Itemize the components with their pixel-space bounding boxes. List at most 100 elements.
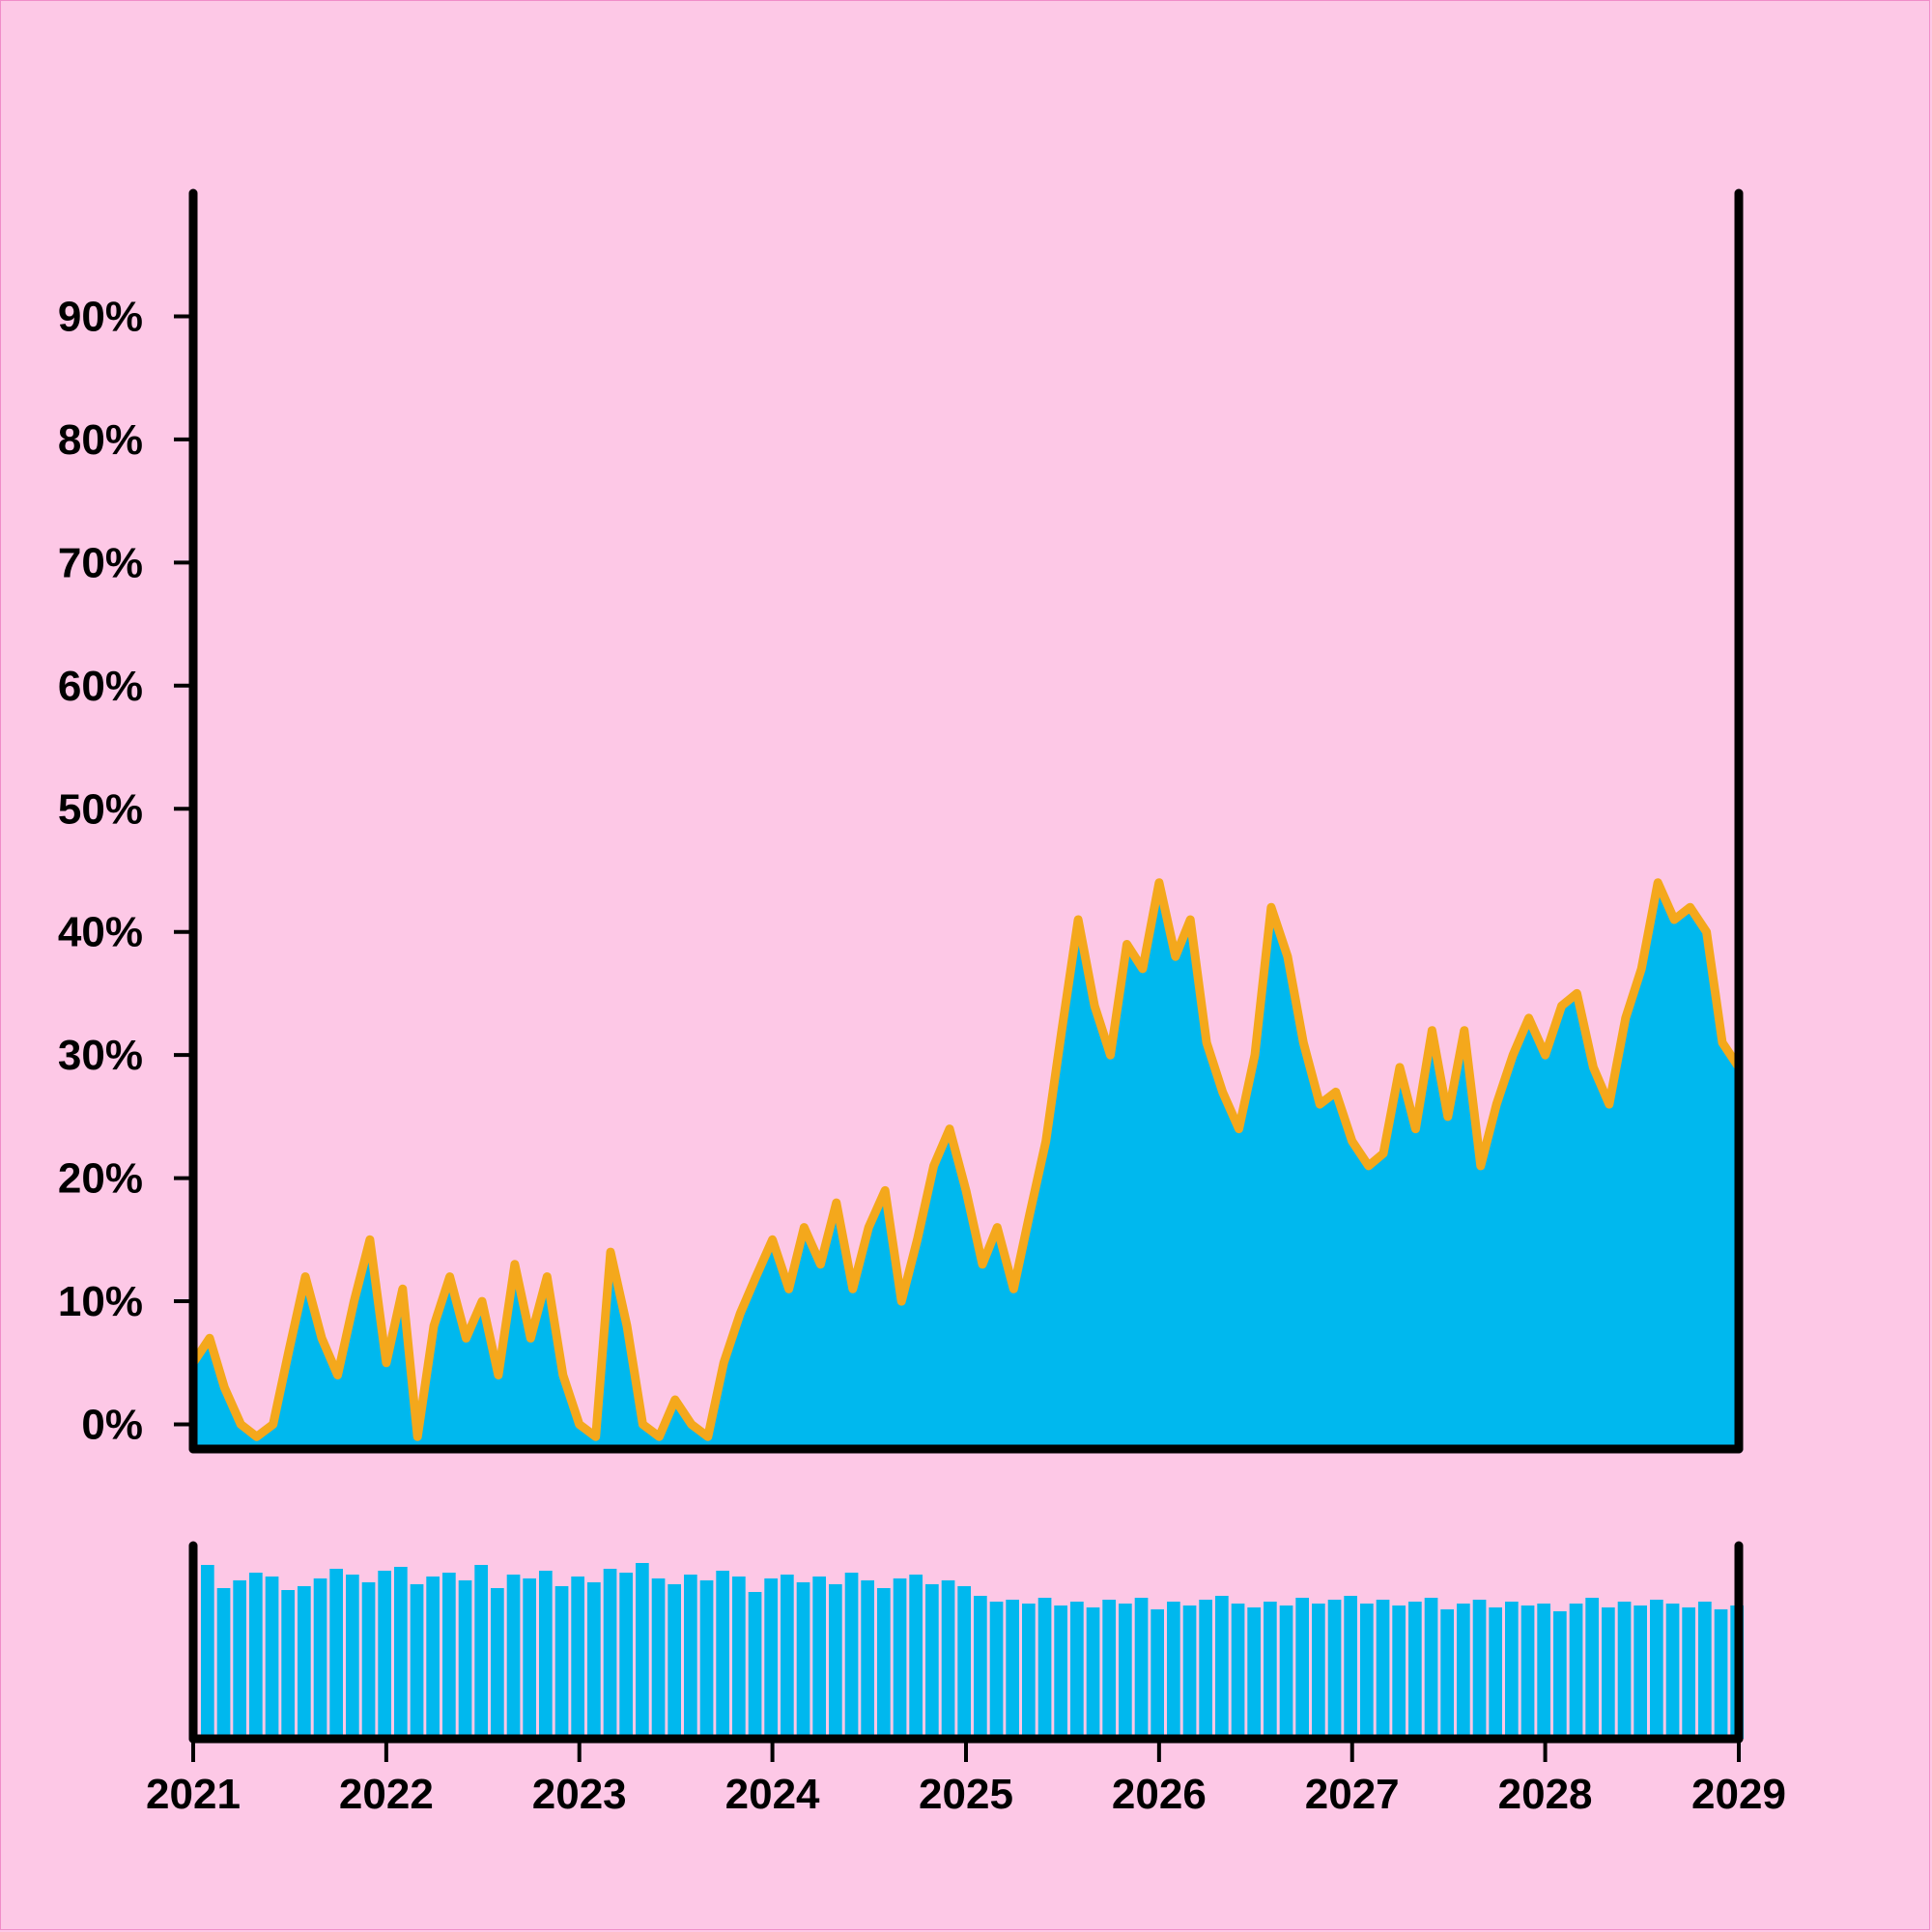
volume-bar bbox=[764, 1578, 778, 1739]
volume-bar bbox=[603, 1569, 617, 1739]
volume-bar bbox=[361, 1582, 376, 1739]
x-tick-label: 2028 bbox=[1498, 1771, 1593, 1818]
volume-bar bbox=[394, 1567, 408, 1739]
volume-bar bbox=[265, 1577, 279, 1739]
band-line bbox=[189, 878, 1743, 1441]
volume-bar bbox=[313, 1578, 327, 1739]
volume-bar bbox=[474, 1565, 488, 1739]
volume-bar bbox=[1215, 1596, 1229, 1739]
volume-bar bbox=[506, 1575, 521, 1739]
volume-bar bbox=[1134, 1598, 1149, 1739]
volume-bar bbox=[925, 1584, 939, 1739]
volume-bar bbox=[893, 1578, 907, 1739]
volume-bar bbox=[426, 1577, 440, 1739]
volume-bar bbox=[844, 1573, 859, 1739]
volume-bar bbox=[329, 1569, 343, 1739]
volume-bar bbox=[1167, 1602, 1180, 1739]
volume-plot bbox=[201, 1563, 1744, 1739]
volume-bar bbox=[458, 1580, 472, 1739]
volume-bar bbox=[1634, 1605, 1647, 1739]
volume-bar bbox=[909, 1575, 923, 1739]
volume-bar bbox=[233, 1580, 246, 1739]
volume-bar bbox=[1295, 1598, 1309, 1739]
volume-bar bbox=[716, 1571, 729, 1739]
volume-bar bbox=[1585, 1598, 1599, 1739]
volume-bar bbox=[1279, 1605, 1293, 1739]
volume-bar bbox=[1022, 1604, 1036, 1739]
y-tick-label: 90% bbox=[58, 293, 143, 340]
volume-bar bbox=[619, 1573, 633, 1739]
y-tick-label: 70% bbox=[58, 539, 143, 586]
volume-bar bbox=[1006, 1600, 1019, 1739]
volume-bar bbox=[1408, 1602, 1422, 1739]
volume-bar bbox=[1086, 1607, 1100, 1739]
x-tick-label: 2027 bbox=[1305, 1771, 1400, 1818]
volume-bar bbox=[1698, 1602, 1712, 1739]
y-tick-label: 50% bbox=[58, 785, 143, 833]
volume-bar bbox=[1376, 1600, 1390, 1739]
x-tick-label: 2024 bbox=[725, 1771, 820, 1818]
volume-bar bbox=[1457, 1604, 1470, 1739]
x-tick-label: 2025 bbox=[919, 1771, 1013, 1818]
y-tick-label: 40% bbox=[58, 909, 143, 956]
volume-bar bbox=[1247, 1607, 1261, 1739]
main-plot bbox=[189, 878, 1743, 1449]
volume-bar bbox=[1392, 1605, 1406, 1739]
volume-bar bbox=[378, 1571, 391, 1739]
volume-bar bbox=[249, 1573, 263, 1739]
x-axis: 2021 2022 2023 2024 2025 2026 2027 2028 2029 bbox=[146, 1739, 1786, 1818]
y-tick-label: 30% bbox=[58, 1032, 143, 1079]
volume-bar bbox=[1505, 1602, 1519, 1739]
volume-bar bbox=[1537, 1604, 1550, 1739]
x-tick-label: 2026 bbox=[1112, 1771, 1207, 1818]
volume-bar bbox=[1714, 1609, 1728, 1739]
volume-bar bbox=[957, 1586, 971, 1739]
volume-bar bbox=[1054, 1605, 1067, 1739]
y-axis: 0% 10% 20% 30% 40% 50% 60% 70% 80% 90% bbox=[58, 293, 193, 1449]
volume-bar bbox=[539, 1571, 553, 1739]
volume-bar bbox=[571, 1577, 584, 1739]
volume-bar bbox=[1102, 1600, 1116, 1739]
x-tick-label: 2023 bbox=[532, 1771, 627, 1818]
volume-bar bbox=[1665, 1604, 1680, 1739]
x-tick-label: 2022 bbox=[339, 1771, 434, 1818]
volume-bar bbox=[877, 1588, 891, 1739]
volume-bar bbox=[281, 1590, 295, 1739]
y-tick-label: 60% bbox=[58, 663, 143, 710]
volume-bar bbox=[1312, 1604, 1325, 1739]
volume-bar bbox=[1199, 1600, 1212, 1739]
volume-bar bbox=[829, 1584, 842, 1739]
volume-bar bbox=[1440, 1609, 1454, 1739]
volume-bar bbox=[796, 1582, 810, 1739]
y-tick-label: 0% bbox=[81, 1402, 143, 1449]
volume-bar bbox=[1070, 1602, 1084, 1739]
volume-bar bbox=[812, 1577, 826, 1739]
volume-bar bbox=[668, 1584, 681, 1739]
volume-bar bbox=[1182, 1605, 1197, 1739]
volume-bar bbox=[684, 1575, 697, 1739]
volume-bar bbox=[346, 1575, 359, 1739]
volume-bar bbox=[699, 1580, 714, 1739]
volume-bar bbox=[1037, 1598, 1052, 1739]
volume-bar bbox=[1682, 1607, 1695, 1739]
volume-bar bbox=[781, 1575, 794, 1739]
volume-bar bbox=[651, 1578, 666, 1739]
volume-bar bbox=[748, 1592, 762, 1739]
volume-bar bbox=[298, 1586, 311, 1739]
volume-bar bbox=[1650, 1600, 1663, 1739]
volume-bar bbox=[1520, 1605, 1535, 1739]
volume-bar bbox=[861, 1580, 874, 1739]
volume-bar bbox=[989, 1602, 1004, 1739]
y-tick-label: 20% bbox=[58, 1155, 143, 1203]
volume-bar bbox=[1119, 1604, 1132, 1739]
volume-bar bbox=[216, 1588, 231, 1739]
y-tick-label: 10% bbox=[58, 1278, 143, 1325]
x-tick-label: 2021 bbox=[146, 1771, 241, 1818]
volume-bar bbox=[523, 1578, 536, 1739]
volume-bar bbox=[1424, 1598, 1438, 1739]
volume-bar bbox=[974, 1596, 987, 1739]
y-tick-label: 80% bbox=[58, 416, 143, 464]
volume-bar bbox=[410, 1584, 424, 1739]
